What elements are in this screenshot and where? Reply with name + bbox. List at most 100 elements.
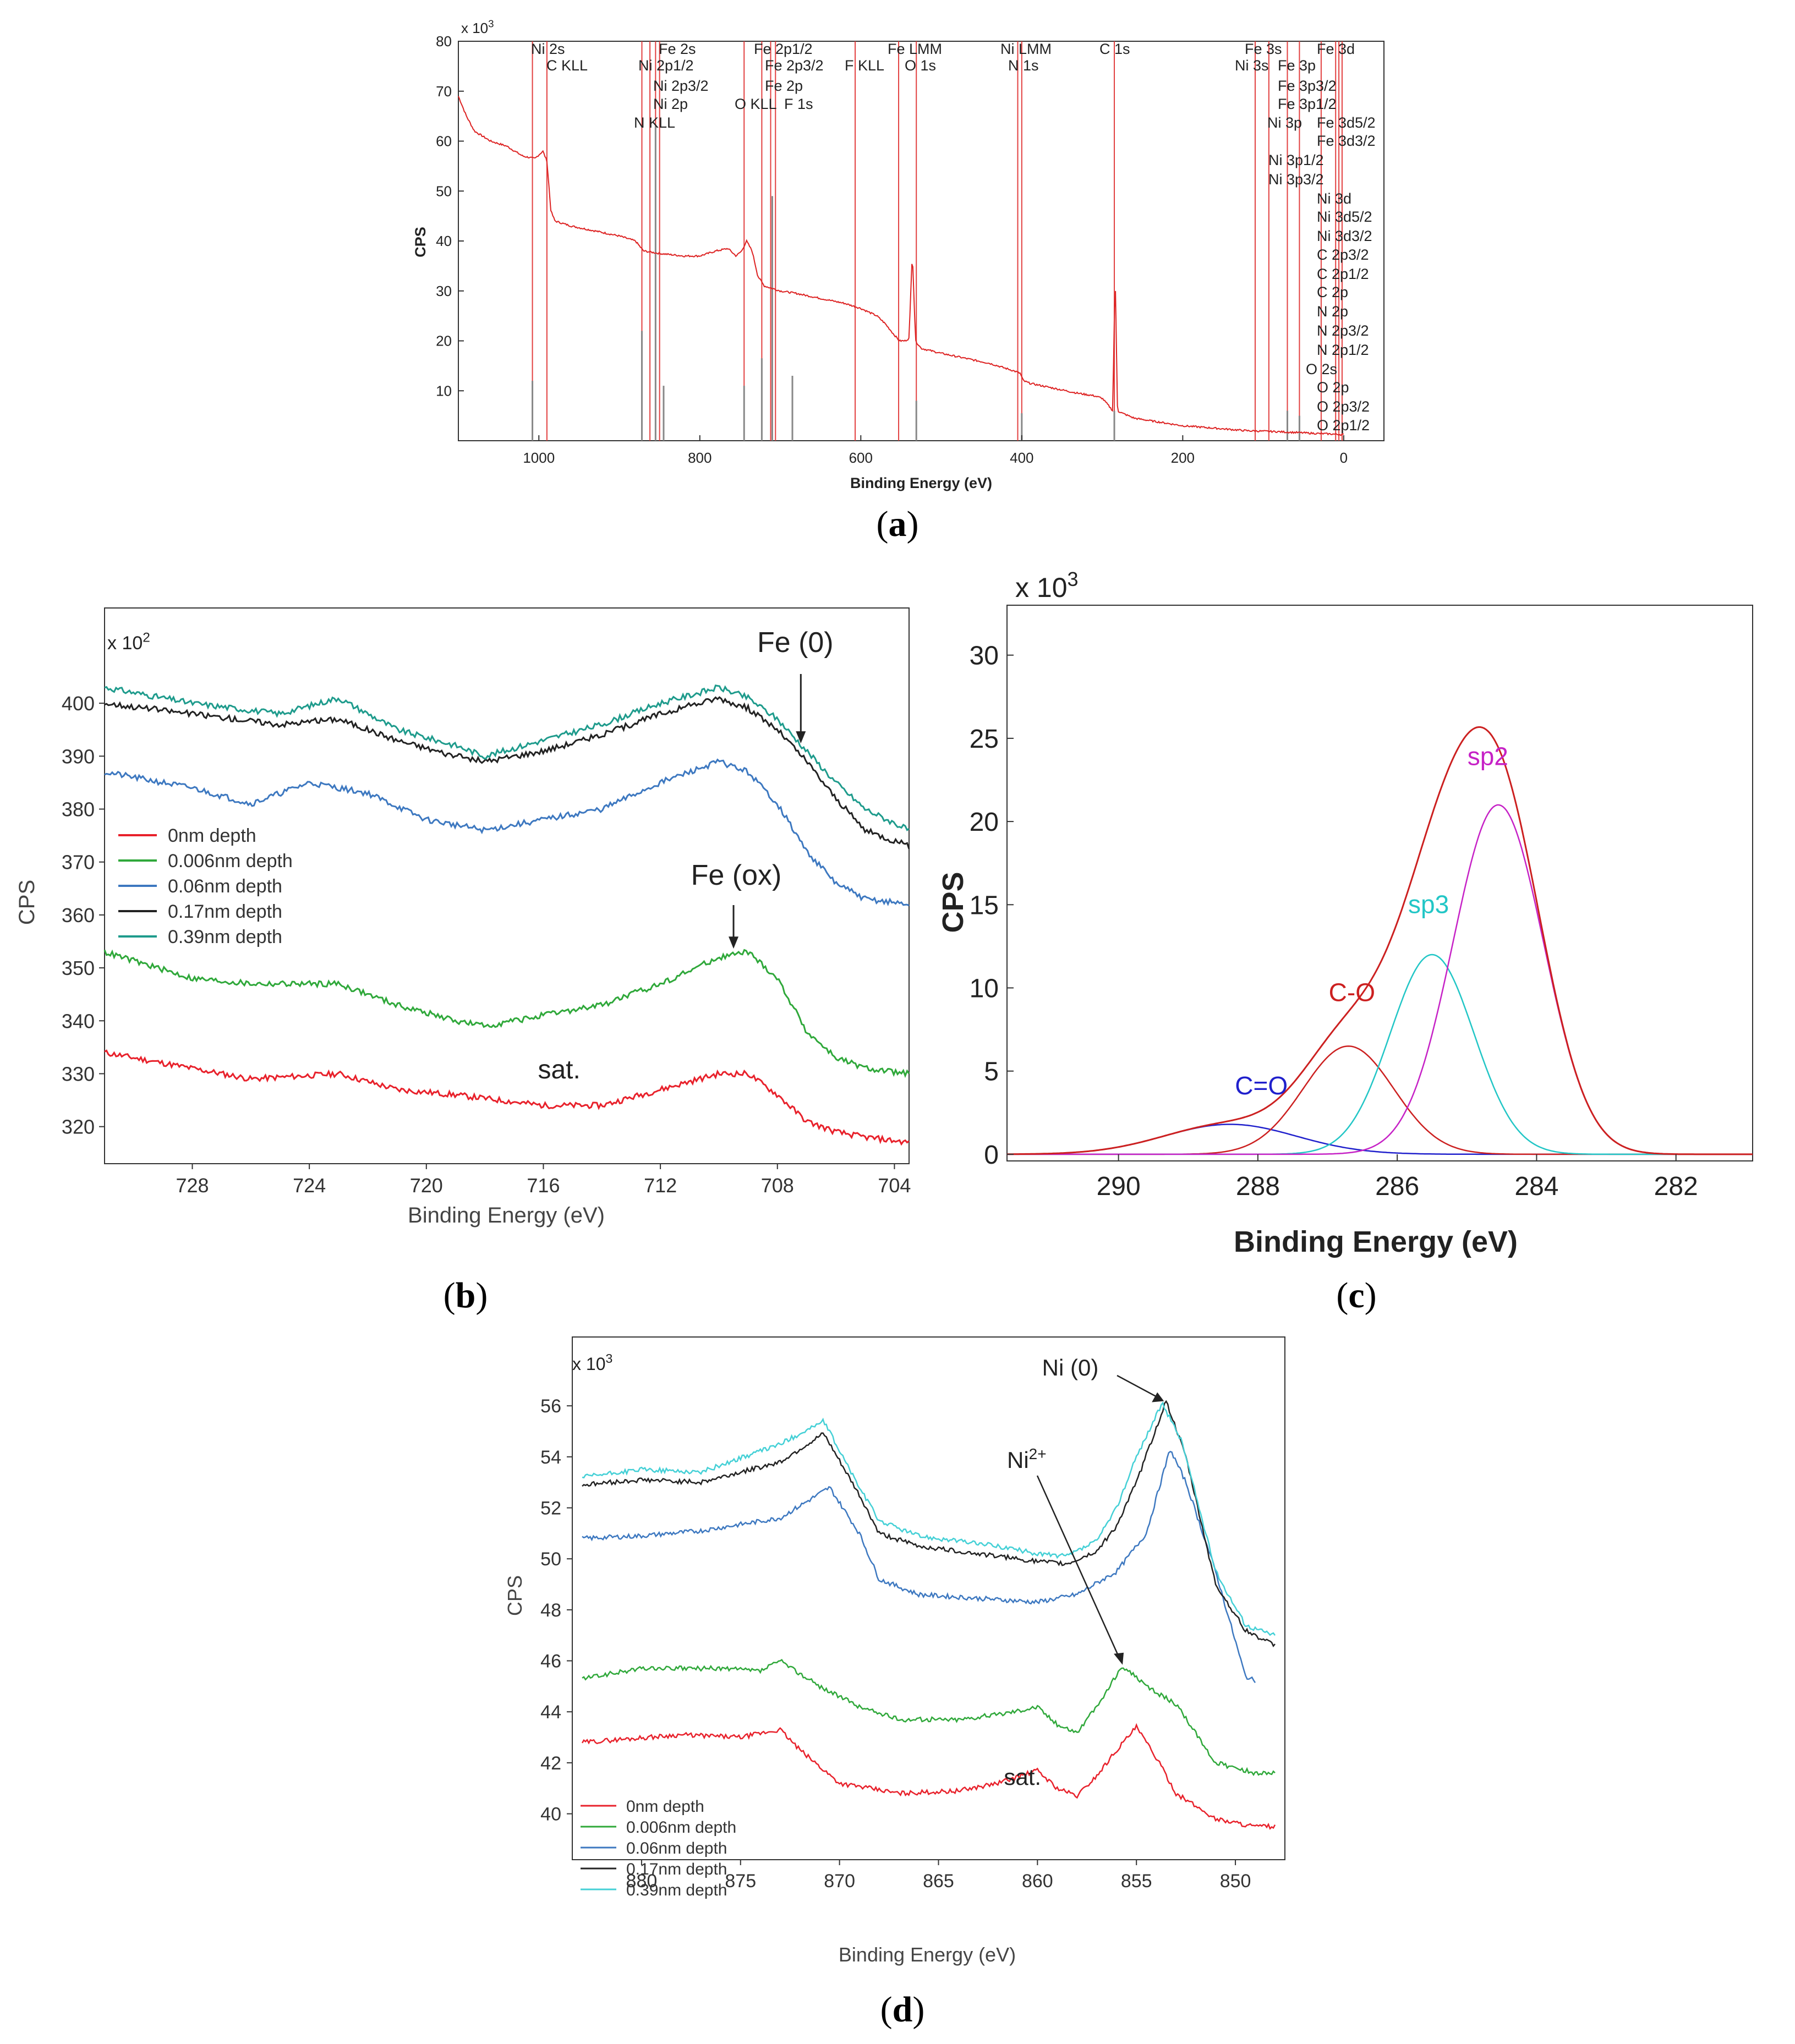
ni2p-chart: 880 875 870 865 860 855 850 40 42 44 46 48 50 52 54 56 x… (504, 1336, 1285, 1966)
component-label-0: C=O (1235, 1071, 1288, 1100)
x-tick-label-b-1: 724 (293, 1174, 326, 1197)
multiplier-d: x 103 (572, 1351, 612, 1374)
survey-chart: 1000 800 600 400 200 0 10 20 30 40 50 60 70 80 x 103 Bi… (412, 18, 1384, 491)
fit-envelope (1007, 726, 1753, 1155)
peak-label-30: Ni 3d5/2 (1317, 209, 1372, 225)
component-label-2: sp3 (1408, 890, 1449, 918)
x-tick-label-a-2: 600 (849, 450, 873, 466)
series-line-d-4 (582, 1401, 1276, 1636)
fit-component-3 (1007, 804, 1753, 1155)
x-tick-label-b-3: 716 (527, 1174, 560, 1197)
y-tick-label-c-4: 20 (970, 808, 999, 837)
peak-label-9: Fe 2p (765, 78, 803, 94)
x-axis-title-d: Binding Energy (eV) (839, 1943, 1016, 1966)
legend-label-b-0: 0nm depth (168, 825, 256, 846)
multiplier-c: x 103 (1015, 568, 1079, 603)
peak-label-35: N 2p (1317, 303, 1348, 320)
y-tick-label-d-5: 50 (540, 1549, 561, 1570)
legend-label-b-2: 0.06nm depth (168, 876, 282, 897)
caption-c: (c) (1336, 1275, 1377, 1316)
peak-label-39: O 2p (1317, 379, 1349, 396)
y-tick-label-c-3: 15 (970, 891, 999, 920)
x-tick-label-a-5: 0 (1340, 450, 1348, 466)
x-tick-label-a-0: 1000 (523, 450, 555, 466)
peak-label-2: Ni 2p1/2 (638, 57, 694, 74)
peak-label-22: Fe 3p3/2 (1278, 78, 1337, 94)
x-tick-label-b-6: 704 (878, 1174, 911, 1197)
x-tick-label-a-3: 400 (1010, 450, 1033, 466)
x-tick-label-d-1: 875 (725, 1871, 756, 1892)
peak-label-12: F KLL (845, 57, 884, 74)
plot-frame-b (104, 607, 910, 1164)
peak-label-28: Ni 3p3/2 (1268, 171, 1324, 188)
arrowhead-ni2plus (1114, 1652, 1124, 1665)
multiplier-a: x 103 (461, 18, 494, 36)
y-tick-label-d-1: 42 (540, 1753, 561, 1774)
peak-label-33: C 2p1/2 (1317, 266, 1369, 282)
peak-label-15: Ni LMM (1000, 41, 1052, 57)
y-tick-label-c-2: 10 (970, 974, 999, 1004)
plot-frame-a (458, 41, 1384, 441)
series-line-b-3 (104, 696, 910, 850)
caption-a: (a) (876, 504, 919, 544)
y-tick-label-b-3: 350 (62, 957, 95, 979)
x-tick-label-b-4: 712 (644, 1174, 677, 1197)
legend-label-b-1: 0.006nm depth (168, 851, 293, 872)
y-tick-label-b-0: 320 (62, 1116, 95, 1138)
y-tick-label-c-6: 30 (970, 642, 999, 671)
peak-label-13: Fe LMM (888, 41, 942, 57)
plot-frame-d (572, 1336, 1285, 1860)
x-tick-label-b-2: 720 (410, 1174, 443, 1197)
survey-line (458, 96, 1344, 436)
fit-component-2 (1007, 953, 1753, 1155)
y-tick-label-c-5: 25 (970, 725, 999, 754)
x-tick-label-c-1: 288 (1236, 1172, 1280, 1201)
peak-label-4: Ni 2p3/2 (653, 78, 709, 94)
series-line-b-0 (104, 1049, 910, 1146)
peak-label-11: F 1s (784, 96, 813, 112)
series-line-d-0 (581, 1723, 1276, 1830)
peak-label-19: Ni 3s (1235, 57, 1269, 74)
x-tick-label-c-3: 284 (1514, 1172, 1558, 1201)
peak-label-8: Fe 2p3/2 (765, 57, 824, 74)
y-tick-label-c-0: 0 (984, 1141, 999, 1170)
y-axis-title-d: CPS (504, 1575, 526, 1616)
y-tick-label-b-4: 360 (62, 904, 95, 927)
legend-label-d-0: 0nm depth (626, 1798, 704, 1816)
y-tick-label-a-4: 50 (436, 183, 452, 199)
series-line-d-2 (582, 1450, 1256, 1683)
y-tick-label-b-7: 390 (62, 745, 95, 768)
peak-label-40: O 2p3/2 (1317, 398, 1370, 415)
peak-label-29: Ni 3d (1317, 190, 1351, 207)
chart-panel-a: 1000 800 600 400 200 0 10 20 30 40 50 60 70 80 x 103 Bi… (0, 0, 1795, 572)
series-line-b-1 (103, 949, 910, 1078)
x-axis-title-b: Binding Energy (eV) (408, 1203, 605, 1228)
series-line-d-1 (582, 1658, 1276, 1777)
y-axis-title-b: CPS (15, 880, 39, 925)
peak-label-6: N KLL (634, 114, 675, 131)
y-tick-label-a-6: 70 (436, 83, 452, 100)
x-tick-label-d-3: 865 (923, 1871, 954, 1892)
x-tick-label-b-0: 728 (176, 1174, 209, 1197)
peak-label-23: Fe 3p1/2 (1278, 96, 1337, 112)
legend-label-d-2: 0.06nm depth (626, 1839, 727, 1857)
y-tick-label-d-2: 44 (540, 1702, 561, 1723)
peak-label-0: Ni 2s (531, 41, 565, 57)
peak-label-24: Ni 3p (1267, 114, 1302, 131)
y-axis-title-c: CPS (937, 872, 970, 933)
peak-label-3: Fe 2s (659, 41, 696, 57)
series-line-b-4 (104, 684, 910, 831)
series-line-d-3 (582, 1400, 1276, 1648)
peak-label-41: O 2p1/2 (1317, 417, 1370, 434)
legend-label-d-4: 0.39nm depth (626, 1881, 727, 1899)
x-tick-label-a-4: 200 (1171, 450, 1195, 466)
y-axis-title-a: CPS (412, 227, 429, 257)
peak-label-16: N 1s (1008, 57, 1039, 74)
fe2p-chart: 728 724 720 716 712 708 704 320 330 340 350 360 370 3… (15, 607, 911, 1228)
x-tick-label-c-4: 282 (1654, 1172, 1698, 1201)
y-tick-label-d-7: 54 (540, 1447, 561, 1468)
arrowhead-feox (729, 936, 739, 949)
y-tick-label-a-3: 40 (436, 233, 452, 249)
caption-d: (d) (880, 1990, 925, 2030)
x-tick-label-d-5: 855 (1121, 1871, 1152, 1892)
